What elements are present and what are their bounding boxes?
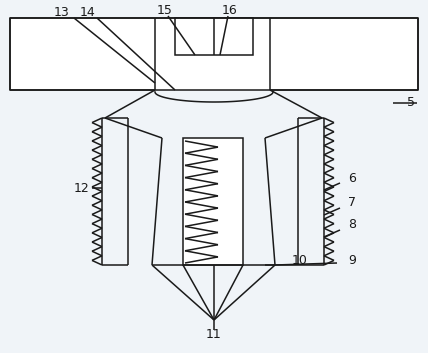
Text: 13: 13: [54, 6, 70, 19]
Text: 9: 9: [348, 253, 356, 267]
Bar: [183, 138, 243, 265]
Text: 6: 6: [348, 172, 356, 185]
Text: 8: 8: [348, 219, 356, 232]
Text: 12: 12: [74, 181, 90, 195]
Text: 10: 10: [292, 253, 308, 267]
Text: 15: 15: [157, 4, 173, 17]
Bar: [175, 18, 253, 55]
Text: 16: 16: [222, 4, 238, 17]
Text: 5: 5: [407, 96, 415, 109]
Bar: [10, 18, 418, 90]
Text: 11: 11: [206, 329, 222, 341]
Text: 7: 7: [348, 197, 356, 209]
Text: 14: 14: [80, 6, 96, 19]
